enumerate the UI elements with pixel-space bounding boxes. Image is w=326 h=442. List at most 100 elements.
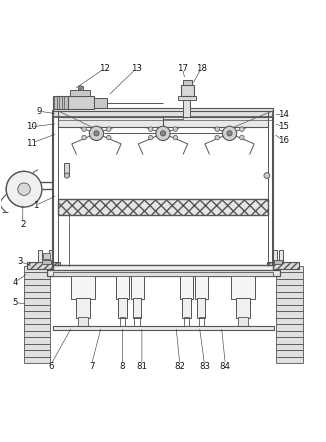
Bar [276, 318, 303, 324]
Bar [276, 350, 303, 357]
Circle shape [160, 131, 166, 136]
Bar [276, 266, 303, 272]
Bar [94, 98, 107, 108]
Bar [195, 274, 208, 299]
Bar [231, 274, 255, 299]
Circle shape [82, 135, 86, 140]
Text: 18: 18 [196, 64, 207, 73]
Bar [276, 337, 303, 344]
Bar [24, 324, 50, 331]
Bar [24, 311, 50, 318]
Bar [238, 317, 248, 327]
Bar [116, 274, 129, 299]
Text: 11: 11 [26, 139, 37, 148]
Circle shape [215, 135, 219, 140]
Circle shape [94, 131, 99, 136]
Bar [76, 298, 90, 318]
Bar [43, 253, 50, 259]
Circle shape [173, 127, 178, 131]
Circle shape [222, 126, 237, 141]
Bar [276, 331, 303, 337]
Bar [24, 331, 50, 337]
Bar [276, 272, 303, 279]
Bar [236, 298, 250, 318]
Bar [27, 262, 60, 269]
Bar [276, 357, 303, 363]
Bar [24, 318, 50, 324]
Bar [182, 298, 191, 318]
Text: 7: 7 [89, 362, 94, 371]
Circle shape [6, 171, 42, 207]
Bar [134, 317, 140, 327]
Bar [130, 274, 143, 299]
Bar [57, 199, 269, 214]
Text: 83: 83 [199, 362, 210, 371]
Bar [24, 344, 50, 350]
Circle shape [107, 127, 111, 131]
Text: 82: 82 [174, 362, 185, 371]
Circle shape [156, 126, 170, 141]
Bar [199, 317, 204, 327]
Bar [24, 266, 50, 272]
Circle shape [173, 135, 178, 140]
Bar [52, 103, 77, 107]
Bar [24, 357, 50, 363]
Circle shape [64, 173, 69, 178]
Bar [68, 96, 94, 109]
Text: 2: 2 [20, 220, 25, 229]
Text: 13: 13 [131, 64, 142, 73]
Bar [53, 110, 274, 266]
Bar [24, 272, 50, 279]
Bar [197, 298, 205, 318]
Circle shape [240, 127, 244, 131]
Text: 1: 1 [33, 201, 38, 210]
Circle shape [18, 183, 30, 195]
Bar [118, 298, 126, 318]
Text: 14: 14 [278, 110, 289, 119]
Text: 81: 81 [136, 362, 147, 371]
Bar [274, 250, 277, 262]
Bar [53, 272, 274, 275]
Circle shape [148, 135, 153, 140]
Bar [24, 285, 50, 292]
Bar [184, 317, 189, 327]
Bar [53, 110, 274, 117]
Text: 4: 4 [13, 278, 18, 286]
Bar [24, 350, 50, 357]
Bar [78, 86, 83, 90]
Bar [24, 279, 50, 285]
Text: 10: 10 [26, 122, 37, 131]
Bar [24, 337, 50, 344]
Circle shape [227, 131, 232, 136]
Bar [42, 260, 51, 264]
Text: 12: 12 [99, 64, 110, 73]
Bar [53, 96, 69, 109]
Bar [133, 298, 141, 318]
Bar [38, 250, 42, 262]
Text: 8: 8 [120, 362, 125, 371]
Bar [78, 317, 88, 327]
Bar [276, 298, 303, 305]
Circle shape [148, 127, 153, 131]
Bar [178, 96, 197, 100]
Text: 6: 6 [48, 362, 54, 371]
Text: 3: 3 [17, 257, 23, 266]
Bar [276, 324, 303, 331]
Text: 15: 15 [278, 122, 289, 131]
Circle shape [215, 127, 219, 131]
Bar [71, 274, 95, 299]
Bar [24, 298, 50, 305]
Bar [24, 292, 50, 298]
Bar [276, 344, 303, 350]
Bar [183, 96, 190, 117]
Circle shape [107, 135, 111, 140]
Bar [276, 305, 303, 311]
Bar [276, 292, 303, 298]
Bar [120, 317, 125, 327]
Bar [267, 262, 299, 269]
Bar [183, 80, 192, 85]
Bar [70, 90, 90, 96]
Bar [180, 274, 193, 299]
Text: 5: 5 [13, 298, 18, 307]
Bar [274, 260, 282, 264]
